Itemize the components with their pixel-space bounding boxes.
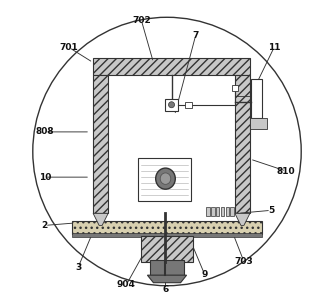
Ellipse shape bbox=[156, 168, 175, 189]
Text: 808: 808 bbox=[35, 127, 54, 136]
Circle shape bbox=[169, 102, 175, 108]
Bar bbox=[93, 75, 108, 213]
Text: 10: 10 bbox=[39, 173, 51, 181]
Bar bbox=[221, 207, 224, 216]
Text: 2: 2 bbox=[42, 221, 48, 230]
Text: 11: 11 bbox=[268, 43, 280, 52]
Text: 3: 3 bbox=[75, 263, 81, 272]
Text: 703: 703 bbox=[234, 257, 253, 266]
Polygon shape bbox=[93, 213, 108, 225]
Bar bbox=[216, 207, 219, 216]
Bar bbox=[206, 207, 210, 216]
Bar bbox=[108, 75, 235, 213]
Text: 6: 6 bbox=[162, 285, 169, 294]
Bar bbox=[138, 158, 191, 201]
Bar bbox=[72, 221, 262, 235]
Bar bbox=[225, 207, 229, 216]
Bar bbox=[232, 85, 238, 91]
Bar bbox=[141, 236, 193, 261]
Bar bbox=[165, 99, 178, 111]
Bar bbox=[72, 233, 262, 237]
Bar bbox=[211, 207, 215, 216]
Text: 701: 701 bbox=[59, 43, 78, 52]
Bar bbox=[250, 118, 267, 129]
Bar bbox=[185, 102, 192, 108]
Polygon shape bbox=[147, 275, 187, 283]
Ellipse shape bbox=[160, 173, 171, 185]
Text: 702: 702 bbox=[132, 16, 151, 25]
Text: 904: 904 bbox=[117, 280, 136, 289]
Bar bbox=[235, 75, 250, 213]
Bar bbox=[93, 58, 250, 75]
Text: 7: 7 bbox=[192, 31, 199, 40]
Bar bbox=[251, 79, 262, 118]
Text: 5: 5 bbox=[268, 206, 274, 215]
Polygon shape bbox=[235, 213, 250, 225]
Bar bbox=[150, 260, 184, 275]
Text: 9: 9 bbox=[201, 270, 208, 279]
Bar bbox=[230, 207, 234, 216]
Text: 810: 810 bbox=[277, 167, 296, 176]
